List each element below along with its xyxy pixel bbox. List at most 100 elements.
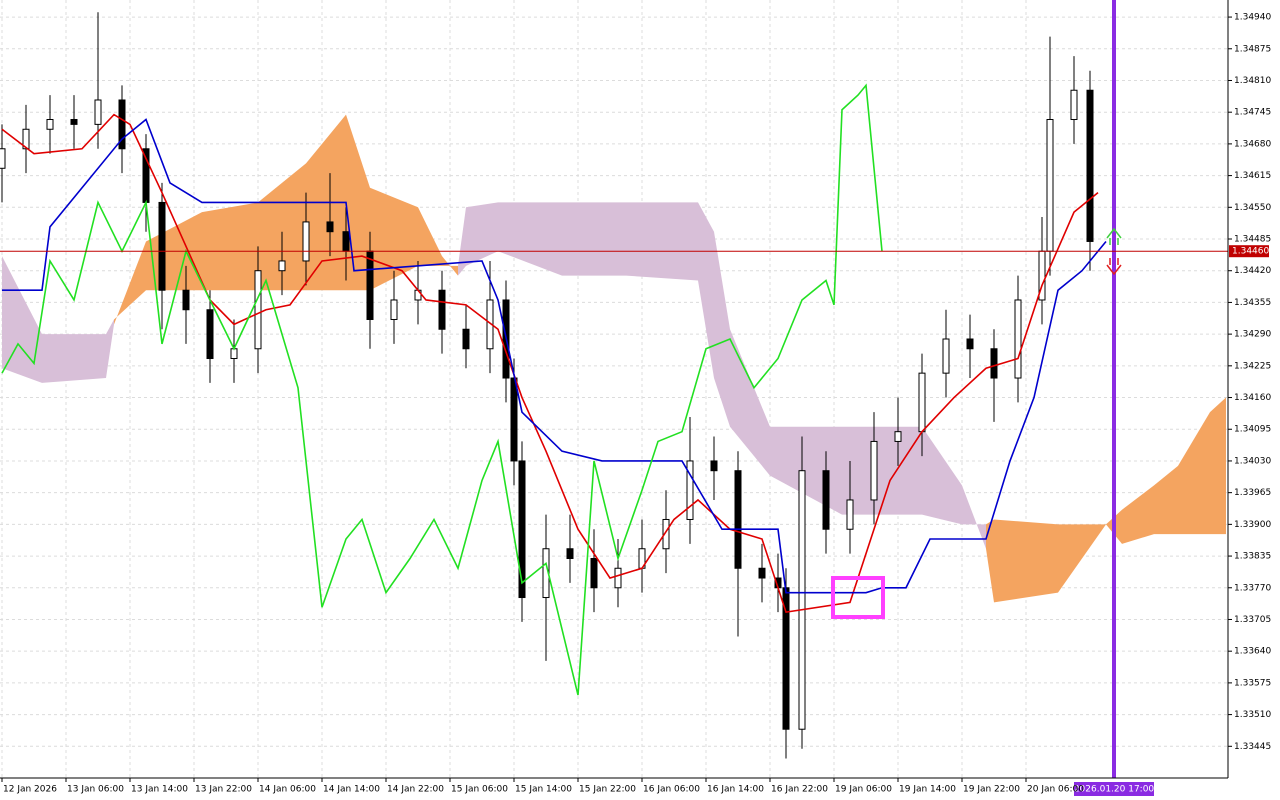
candle-body	[566, 548, 574, 560]
candle-body	[182, 289, 190, 311]
candle-body	[486, 299, 494, 350]
candles	[0, 12, 1094, 759]
cloud-segment	[730, 329, 770, 476]
indicator-line	[2, 118, 1107, 594]
y-tick-label: 1.33445	[1234, 742, 1271, 752]
candle-body	[278, 260, 286, 272]
x-tick-label: 16 Jan 22:00	[771, 785, 828, 795]
x-tick-label: 15 Jan 22:00	[579, 785, 636, 795]
price-label: 1.34460	[1232, 247, 1269, 257]
y-tick-label: 1.33575	[1234, 678, 1271, 688]
y-tick-label: 1.34615	[1234, 171, 1271, 181]
y-tick-label: 1.34290	[1234, 330, 1271, 340]
cloud-segment	[370, 187, 418, 291]
y-tick-label: 1.33705	[1234, 615, 1271, 625]
cloud-segment	[986, 519, 994, 603]
x-tick-label: 12 Jan 2026	[3, 785, 57, 795]
candle-body	[302, 221, 310, 262]
candle-body	[798, 470, 806, 730]
candle-body	[942, 338, 950, 374]
candle-body	[0, 148, 6, 169]
cloud-segment	[922, 426, 962, 525]
candle-body	[710, 460, 718, 472]
candle-body	[158, 201, 166, 291]
cloud-segment	[842, 426, 922, 515]
x-tick-label: 14 Jan 14:00	[323, 785, 380, 795]
cursor-label-bg	[1074, 782, 1154, 796]
grid	[0, 0, 1228, 778]
candle-body	[46, 119, 54, 130]
cloud-segment	[1122, 485, 1154, 544]
y-tick-label: 1.34680	[1234, 139, 1271, 149]
cloud-segment	[258, 163, 306, 291]
price-label-bg	[1229, 245, 1269, 258]
x-tick-label: 13 Jan 22:00	[195, 785, 252, 795]
y-tick-label: 1.33770	[1234, 583, 1271, 593]
cloud-segment	[1154, 465, 1178, 535]
cursor-label: 2026.01.20 17:00	[1074, 785, 1155, 795]
cloud-segment	[114, 241, 146, 325]
candle-body	[846, 499, 854, 530]
candle-body	[366, 250, 374, 320]
x-tick-label: 15 Jan 14:00	[515, 785, 572, 795]
overlay	[0, 0, 1228, 778]
candle-body	[822, 470, 830, 530]
up-arrow	[1106, 227, 1122, 245]
y-tick-label: 1.34355	[1234, 298, 1271, 308]
cloud-segment	[458, 207, 466, 276]
down-arrow	[1106, 258, 1122, 276]
x-tick-label: 19 Jan 14:00	[899, 785, 956, 795]
candle-body	[590, 558, 598, 589]
candle-body	[390, 299, 398, 320]
x-tick-label: 16 Jan 14:00	[707, 785, 764, 795]
candle-body	[966, 338, 974, 350]
y-tick-label: 1.34030	[1234, 456, 1271, 466]
cloud-segment	[1058, 524, 1106, 593]
x-tick-label: 13 Jan 06:00	[67, 785, 124, 795]
candle-body	[734, 470, 742, 569]
candle-body	[22, 128, 30, 150]
cloud-segment	[2, 256, 42, 383]
candle-body	[510, 377, 518, 462]
y-tick-label: 1.34160	[1234, 393, 1271, 403]
candle-body	[94, 99, 102, 125]
candle-body	[518, 460, 526, 599]
candle-body	[1014, 299, 1022, 379]
cloud-segment	[442, 256, 458, 276]
x-tick-label: 19 Jan 22:00	[963, 785, 1020, 795]
candle-body	[918, 372, 926, 433]
cloud-segment	[698, 202, 714, 379]
y-tick-label: 1.34875	[1234, 44, 1271, 54]
cloud-segment	[1178, 412, 1210, 535]
x-tick-label: 13 Jan 14:00	[131, 785, 188, 795]
indicator-line	[1, 83, 883, 696]
candle-body	[614, 567, 622, 589]
x-tick-label: 16 Jan 06:00	[643, 785, 700, 795]
x-tick-label: 14 Jan 22:00	[387, 785, 444, 795]
cloud-segment	[42, 334, 106, 383]
y-tick-label: 1.33640	[1234, 647, 1271, 657]
y-tick-label: 1.34420	[1234, 266, 1271, 276]
cloud-segment	[498, 202, 562, 276]
cloud-segment	[202, 202, 258, 291]
cloud-segment	[106, 319, 114, 379]
y-tick-label: 1.34745	[1234, 108, 1271, 118]
y-tick-label: 1.34095	[1234, 425, 1271, 435]
cloud-segment	[626, 202, 698, 281]
cloud-segment	[962, 485, 986, 549]
cloud-segment	[346, 114, 370, 291]
candle-body	[894, 431, 902, 442]
y-tick-label: 1.33510	[1234, 710, 1271, 720]
candle-body	[990, 348, 998, 379]
y-tick-label: 1.33965	[1234, 488, 1271, 498]
candle-body	[1046, 119, 1054, 252]
cloud-segment	[466, 202, 498, 266]
candle-body	[118, 99, 126, 150]
y-tick-label: 1.33835	[1234, 552, 1271, 562]
candle-body	[1086, 89, 1094, 242]
x-tick-label: 15 Jan 06:00	[451, 785, 508, 795]
candle-body	[254, 270, 262, 350]
